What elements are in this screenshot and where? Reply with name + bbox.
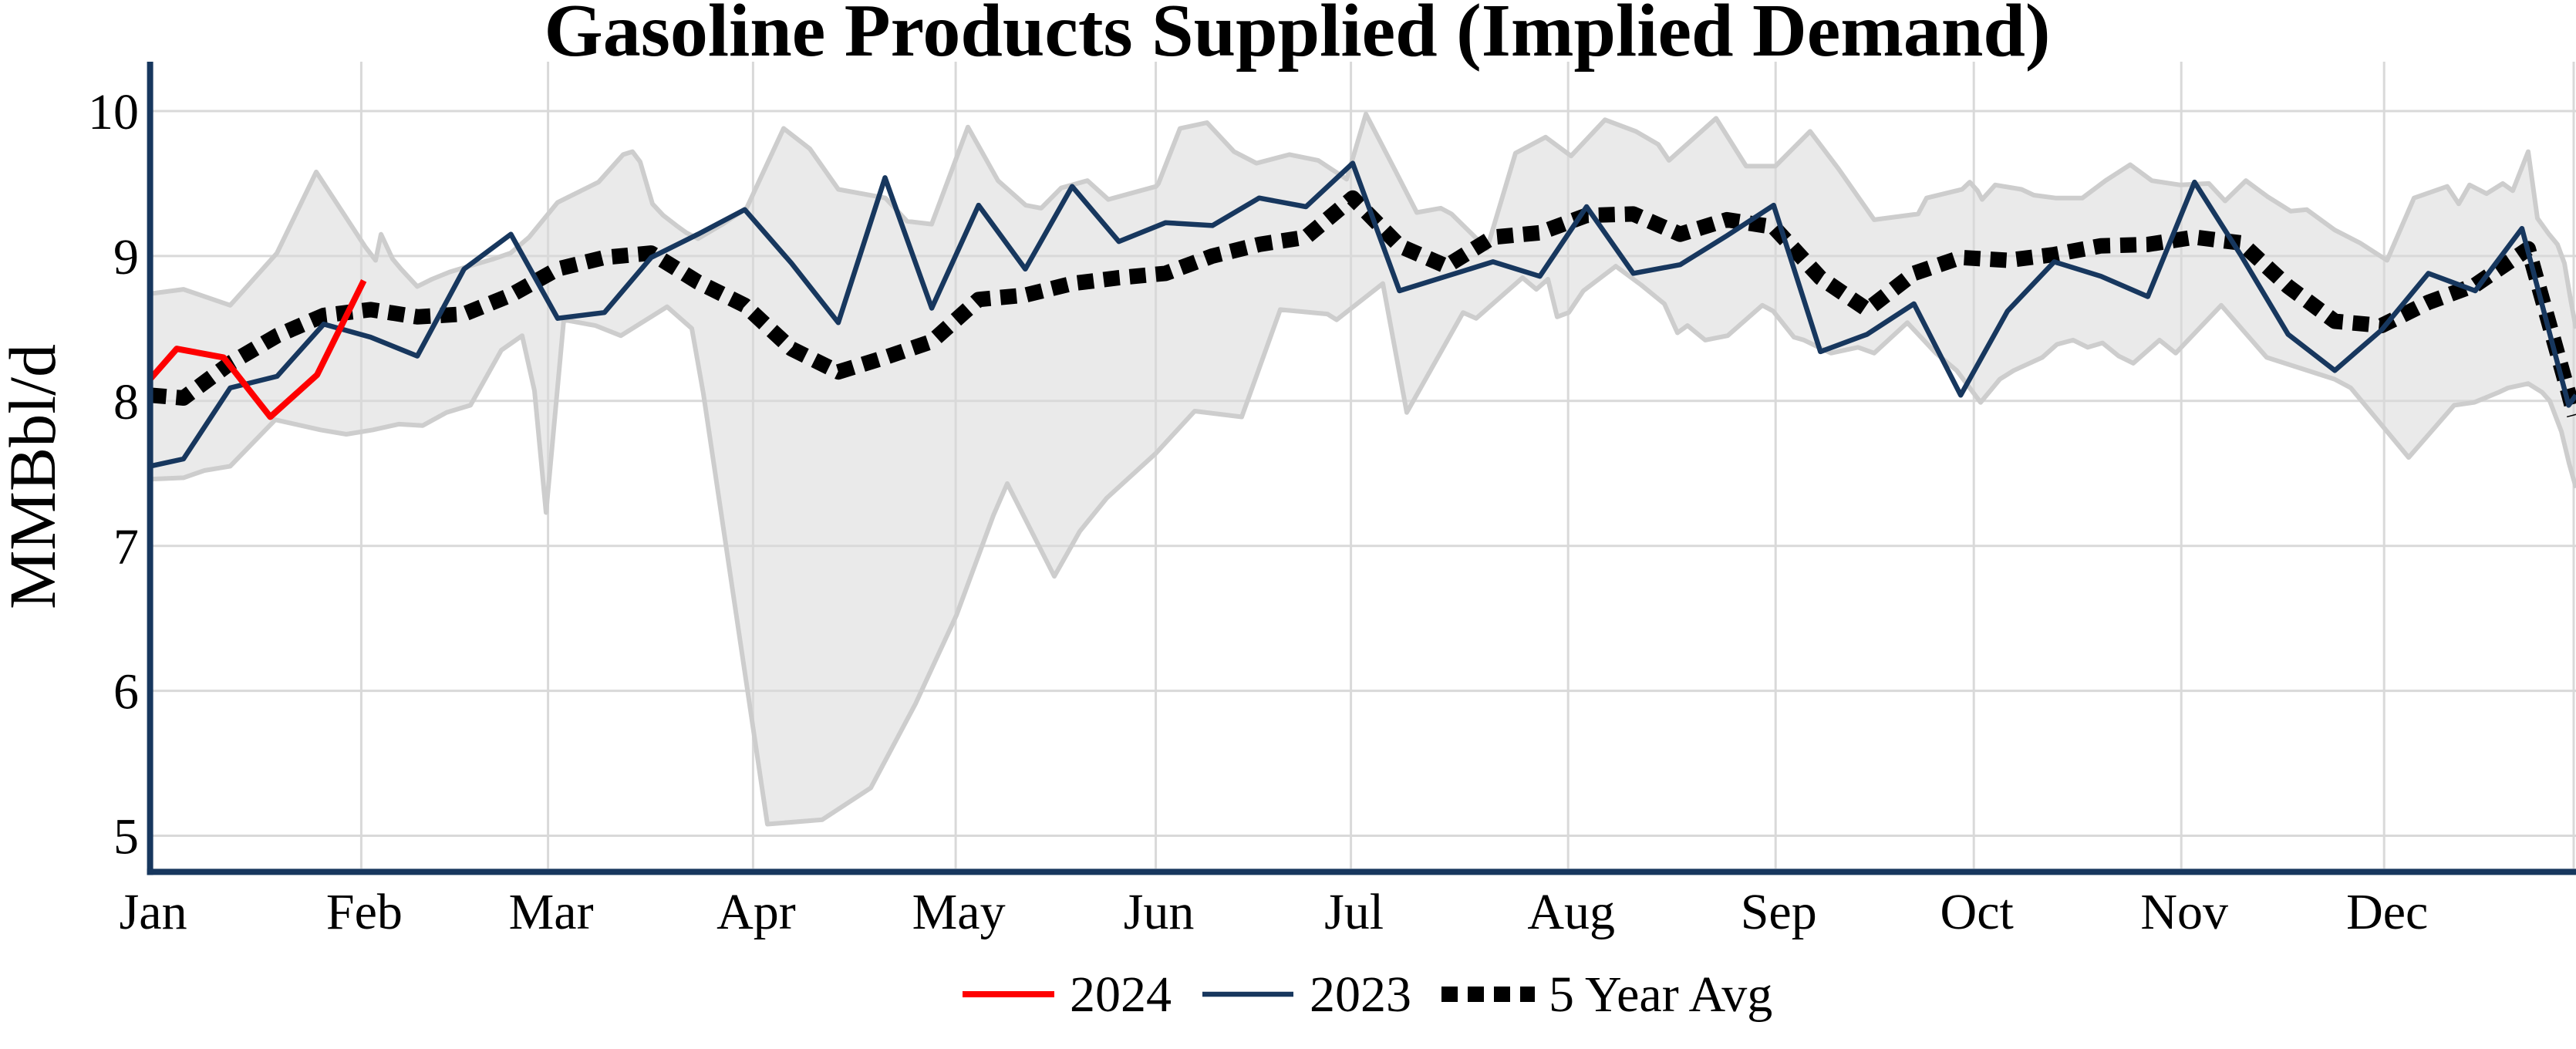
svg-text:5 Year Avg: 5 Year Avg (1549, 966, 1772, 1023)
svg-text:Apr: Apr (716, 884, 796, 940)
svg-text:Nov: Nov (2140, 884, 2228, 940)
svg-text:8: 8 (113, 374, 139, 430)
svg-text:10: 10 (88, 84, 139, 140)
svg-text:Dec: Dec (2346, 884, 2428, 940)
svg-text:9: 9 (113, 229, 139, 285)
svg-text:Jul: Jul (1324, 884, 1384, 940)
svg-text:Jan: Jan (120, 884, 187, 940)
svg-text:Gasoline Products Supplied (Im: Gasoline Products Supplied (Implied Dema… (544, 0, 2050, 73)
svg-text:May: May (912, 884, 1006, 940)
svg-text:7: 7 (113, 519, 139, 575)
svg-text:Oct: Oct (1940, 884, 2014, 940)
svg-text:2023: 2023 (1310, 966, 1411, 1023)
svg-text:5: 5 (113, 809, 139, 865)
svg-text:6: 6 (113, 664, 139, 720)
svg-text:MMBbl/d: MMBbl/d (0, 344, 69, 609)
svg-text:Sep: Sep (1741, 884, 1817, 940)
svg-text:Mar: Mar (509, 884, 594, 940)
svg-text:Aug: Aug (1527, 884, 1615, 940)
svg-text:Jun: Jun (1124, 884, 1195, 940)
svg-text:Feb: Feb (326, 884, 403, 940)
svg-text:2024: 2024 (1070, 966, 1172, 1023)
